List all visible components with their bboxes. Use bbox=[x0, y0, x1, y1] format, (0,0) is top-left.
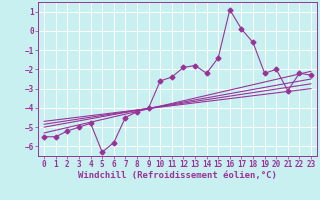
X-axis label: Windchill (Refroidissement éolien,°C): Windchill (Refroidissement éolien,°C) bbox=[78, 171, 277, 180]
